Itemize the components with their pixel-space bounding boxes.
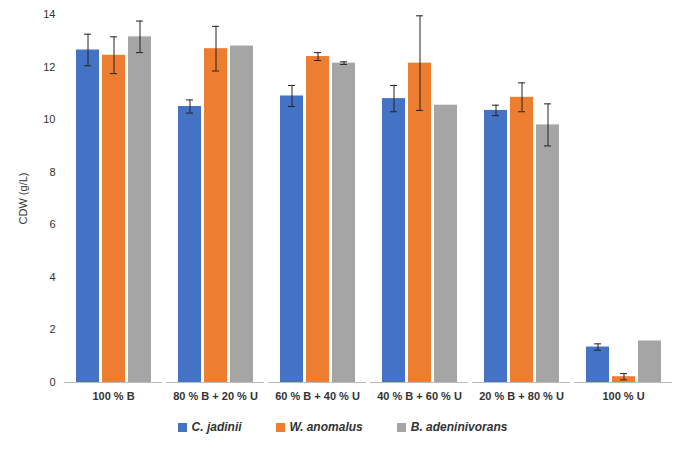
svg-text:8: 8 [49,166,55,178]
svg-text:6: 6 [49,218,55,230]
svg-text:10: 10 [43,113,55,125]
svg-text:4: 4 [49,271,55,283]
svg-text:60 % B + 40 % U: 60 % B + 40 % U [275,390,360,402]
svg-text:0: 0 [49,376,55,388]
html-text:W. anomalus: W. anomalus [289,420,363,434]
svg-text:20 % B + 80 % U: 20 % B + 80 % U [479,390,564,402]
svg-text:14: 14 [43,8,55,20]
svg-text:100 % B: 100 % B [92,390,134,402]
svg-text:80 % B + 20 % U: 80 % B + 20 % U [173,390,258,402]
svg-text:2: 2 [49,323,55,335]
svg-text:12: 12 [43,61,55,73]
svg-text:40 % B + 60 % U: 40 % B + 60 % U [377,390,462,402]
html-text:C. jadinii: C. jadinii [191,420,242,434]
html-text:B. adeninivorans: B. adeninivorans [410,420,508,434]
svg-text:100 % U: 100 % U [602,390,644,402]
svg-text:CDW (g/L): CDW (g/L) [17,173,29,225]
